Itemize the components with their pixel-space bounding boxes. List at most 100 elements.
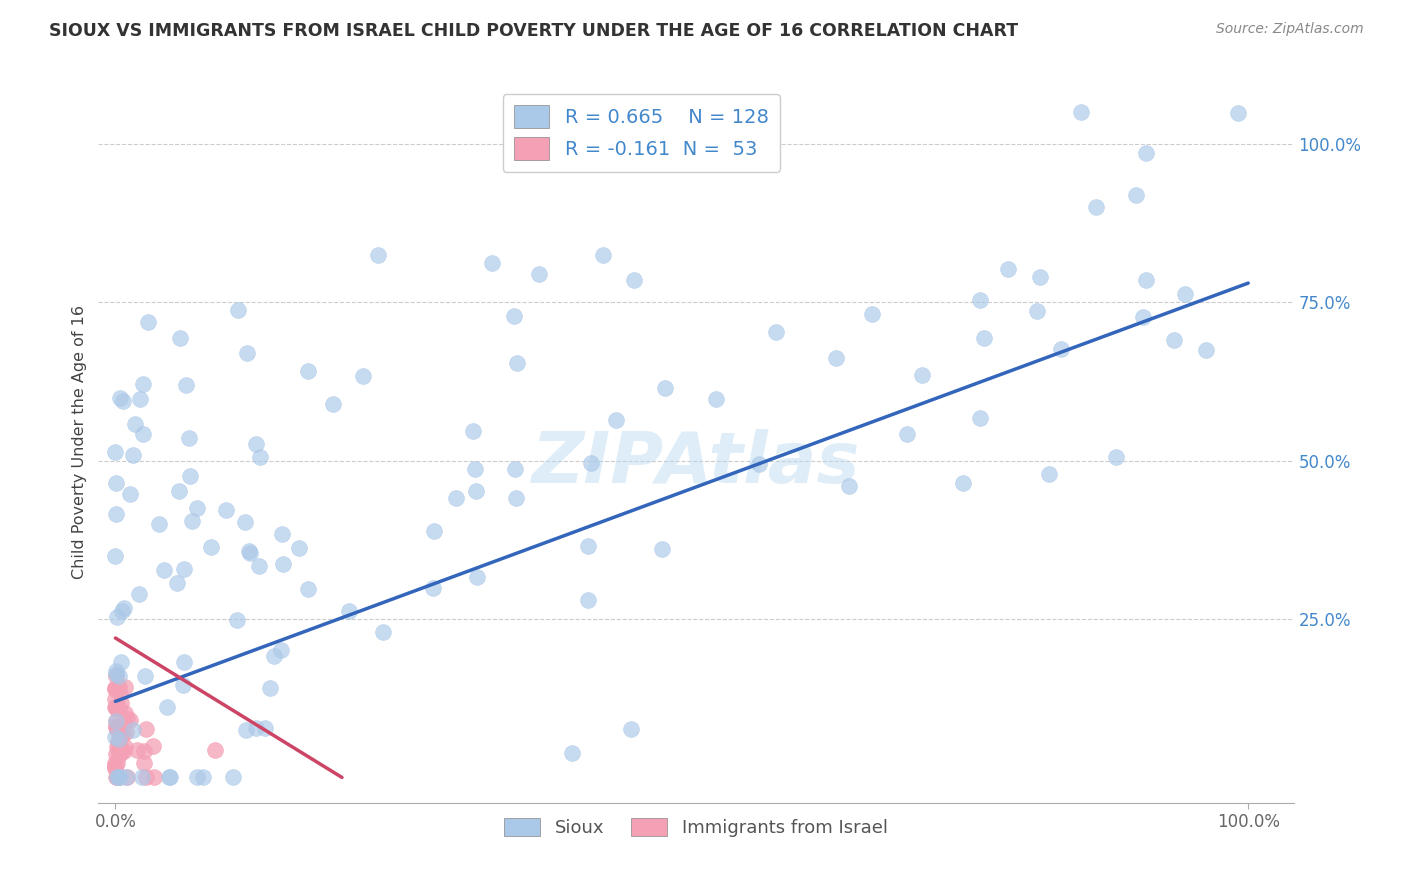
Point: [226, 614, 249, 628]
Point: [824, 351, 846, 366]
Point: [104, 761, 127, 775]
Point: [104, 758, 127, 772]
Point: [235, 723, 257, 737]
Point: [179, 469, 201, 483]
Y-axis label: Child Poverty Under the Age of 16: Child Poverty Under the Age of 16: [72, 304, 87, 579]
Point: [107, 669, 129, 683]
Point: [186, 500, 208, 515]
Point: [142, 771, 165, 785]
Point: [132, 376, 155, 391]
Point: [112, 727, 135, 741]
Point: [245, 437, 267, 451]
Point: [654, 381, 676, 395]
Point: [249, 450, 271, 464]
Point: [142, 739, 165, 753]
Point: [120, 713, 142, 727]
Point: [561, 746, 583, 760]
Point: [226, 302, 249, 317]
Point: [108, 731, 131, 746]
Point: [105, 723, 128, 737]
Point: [952, 475, 974, 490]
Point: [104, 682, 127, 697]
Point: [1125, 188, 1147, 202]
Point: [111, 604, 134, 618]
Point: [352, 368, 374, 383]
Point: [104, 445, 127, 459]
Point: [104, 760, 127, 774]
Point: [104, 714, 127, 728]
Point: [322, 397, 344, 411]
Point: [464, 484, 486, 499]
Point: [620, 722, 643, 736]
Point: [254, 721, 277, 735]
Point: [112, 744, 135, 758]
Point: [104, 719, 127, 733]
Point: [973, 331, 995, 345]
Point: [107, 747, 129, 762]
Point: [186, 771, 208, 785]
Point: [270, 643, 292, 657]
Point: [110, 655, 132, 669]
Point: [108, 771, 131, 785]
Point: [271, 527, 294, 541]
Point: [108, 391, 131, 405]
Point: [105, 700, 128, 714]
Point: [135, 722, 157, 736]
Point: [169, 330, 191, 344]
Point: [605, 413, 627, 427]
Point: [157, 771, 180, 785]
Point: [174, 378, 197, 392]
Point: [367, 248, 389, 262]
Point: [110, 696, 132, 710]
Point: [446, 491, 468, 505]
Point: [259, 681, 281, 696]
Point: [104, 699, 127, 714]
Point: [107, 732, 129, 747]
Point: [191, 771, 214, 785]
Point: [1174, 287, 1197, 301]
Point: [127, 743, 149, 757]
Point: [1084, 200, 1107, 214]
Point: [579, 456, 602, 470]
Point: [129, 392, 152, 407]
Point: [422, 581, 444, 595]
Point: [112, 394, 135, 409]
Point: [271, 557, 294, 571]
Point: [136, 315, 159, 329]
Point: [200, 540, 222, 554]
Point: [105, 739, 128, 754]
Point: [104, 714, 127, 728]
Point: [704, 392, 727, 406]
Point: [860, 307, 883, 321]
Point: [104, 664, 127, 678]
Point: [288, 541, 311, 556]
Point: [1029, 270, 1052, 285]
Point: [896, 427, 918, 442]
Point: [748, 458, 770, 472]
Point: [108, 734, 131, 748]
Point: [177, 431, 200, 445]
Point: [148, 517, 170, 532]
Point: [169, 484, 191, 499]
Point: [114, 706, 136, 720]
Point: [128, 587, 150, 601]
Point: [371, 625, 394, 640]
Point: [159, 771, 181, 785]
Point: [108, 771, 131, 785]
Point: [104, 668, 127, 682]
Point: [105, 771, 128, 785]
Point: [245, 721, 267, 735]
Point: [1038, 467, 1060, 482]
Point: [117, 771, 139, 785]
Point: [173, 655, 195, 669]
Text: SIOUX VS IMMIGRANTS FROM ISRAEL CHILD POVERTY UNDER THE AGE OF 16 CORRELATION CH: SIOUX VS IMMIGRANTS FROM ISRAEL CHILD PO…: [49, 22, 1018, 40]
Point: [107, 680, 129, 694]
Legend: Sioux, Immigrants from Israel: Sioux, Immigrants from Israel: [496, 811, 896, 845]
Point: [297, 582, 319, 596]
Point: [152, 563, 174, 577]
Point: [134, 669, 156, 683]
Point: [121, 448, 143, 462]
Point: [156, 699, 179, 714]
Point: [114, 680, 136, 694]
Point: [105, 756, 128, 770]
